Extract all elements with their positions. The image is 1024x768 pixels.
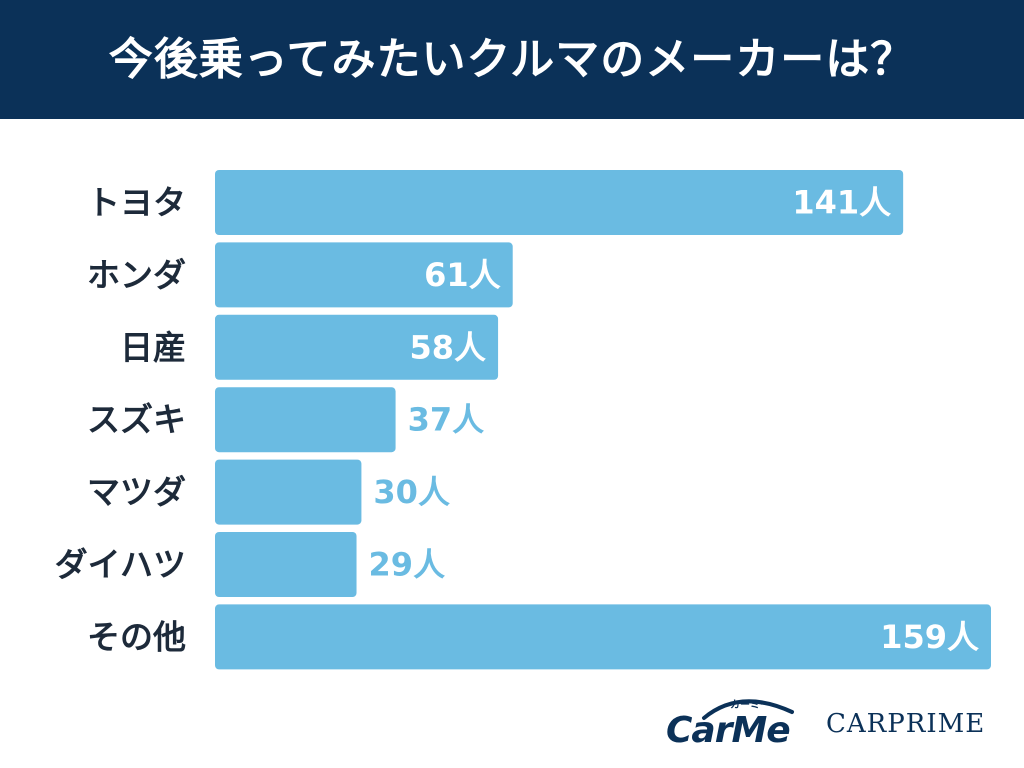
bar-5 bbox=[215, 532, 357, 597]
category-label-3: スズキ bbox=[87, 400, 186, 439]
value-label-1: 61人 bbox=[424, 256, 501, 294]
value-label-4: 30人 bbox=[373, 473, 450, 511]
header-bar: 今後乗ってみたいクルマのメーカーは？ bbox=[0, 0, 1024, 119]
bar-6 bbox=[215, 604, 991, 670]
category-label-4: マツダ bbox=[87, 473, 186, 512]
carme-logo: カーミー CarMe bbox=[666, 692, 806, 752]
value-label-6: 159人 bbox=[880, 618, 979, 656]
page-title: 今後乗ってみたいクルマのメーカーは？ bbox=[108, 34, 916, 85]
carme-logo-text: CarMe bbox=[666, 710, 791, 751]
category-label-1: ホンダ bbox=[87, 255, 186, 294]
carprime-logo: CARPRIME bbox=[826, 709, 986, 739]
value-label-5: 29人 bbox=[369, 546, 446, 584]
category-label-2: 日産 bbox=[120, 328, 186, 367]
bar-0 bbox=[215, 170, 904, 235]
bar-4 bbox=[215, 459, 362, 525]
category-label-6: その他 bbox=[87, 617, 186, 656]
value-label-0: 141人 bbox=[792, 184, 891, 222]
category-label-5: ダイハツ bbox=[55, 545, 186, 584]
value-label-3: 37人 bbox=[408, 401, 485, 439]
category-label-0: トヨタ bbox=[87, 183, 186, 222]
bar-3 bbox=[215, 387, 396, 453]
carme-roof-icon bbox=[702, 699, 794, 720]
bar-1 bbox=[215, 242, 513, 308]
carme-logo-sub: カーミー bbox=[730, 700, 770, 711]
value-label-2: 58人 bbox=[410, 328, 487, 366]
bar-2 bbox=[215, 314, 499, 380]
